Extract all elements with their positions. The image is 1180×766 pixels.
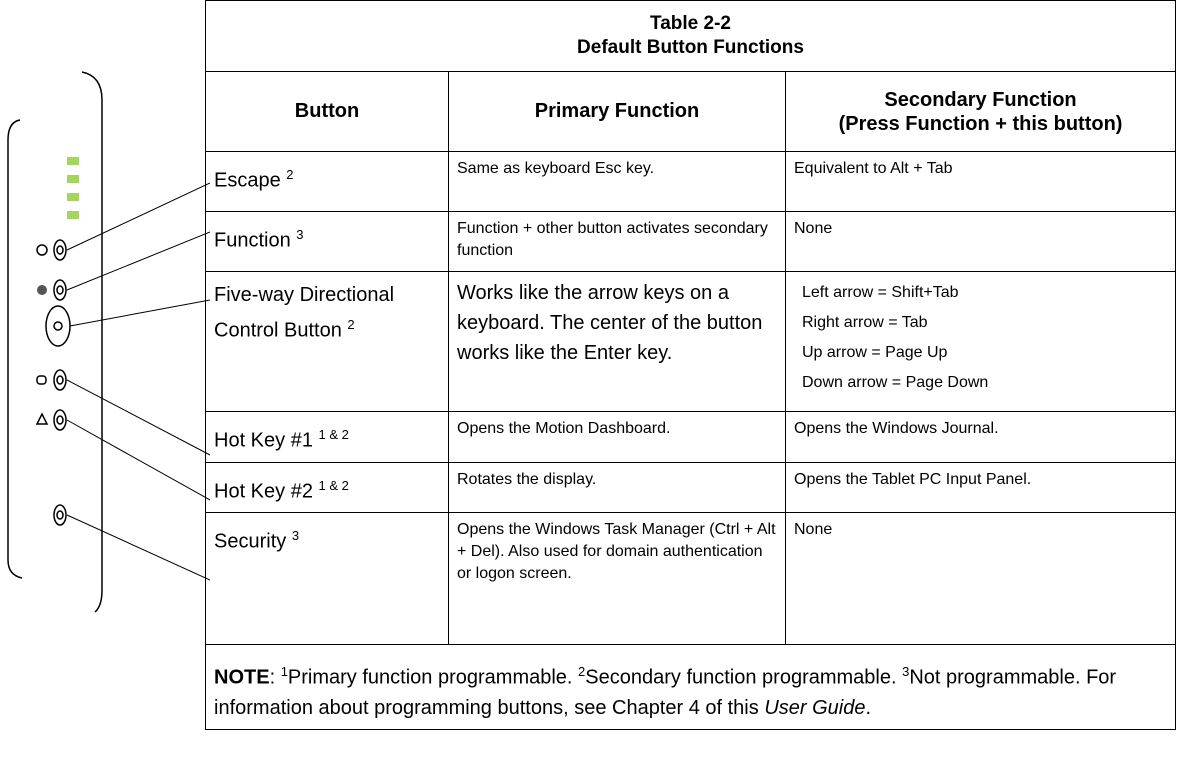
header: Primary Function — [448, 71, 786, 152]
footnote-ref: 1 & 2 — [318, 427, 349, 442]
title: Table 2-2 — [650, 13, 731, 34]
secondary-line: Equivalent to Alt + Tab — [794, 160, 953, 177]
note-text: . — [865, 696, 872, 719]
table-title: Table 2-2 Default Button Functions — [204, 0, 1177, 72]
footnote-ref: 2 — [347, 317, 355, 332]
note-text: Secondary function programmable. — [585, 666, 903, 689]
button-name: Escape — [214, 169, 281, 192]
note: NOTE: 1Primary function programmable. 2S… — [204, 644, 1177, 730]
note-text: Primary function programmable. — [287, 666, 579, 689]
subtitle: Default Button Functions — [577, 37, 804, 58]
secondary-cell: Opens the Windows Journal. — [784, 411, 1177, 463]
primary-cell: Rotates the display. — [448, 461, 786, 514]
button-cell: Hot Key #1 1 & 2 — [205, 411, 449, 463]
header-text: (Press Function + this button) — [838, 112, 1123, 135]
device-diagram — [7, 71, 210, 613]
row: Hot Key #2 1 & 2 Rotates the display. Open… — [205, 461, 1177, 514]
header: Button — [205, 71, 449, 152]
row: Function 3 Function + other button activa… — [205, 211, 1177, 272]
footnote-ref: 3 — [296, 227, 304, 242]
header-text: Secondary Function — [884, 88, 1077, 111]
row: Five-way Directional Control Button 2 Wor… — [205, 271, 1177, 412]
button-name: Hot Key #2 — [214, 480, 313, 503]
button-cell: Hot Key #2 1 & 2 — [205, 461, 449, 514]
leader-lines — [66, 182, 210, 581]
primary-cell: Opens the Windows Task Manager (Ctrl + A… — [448, 512, 786, 646]
secondary-line: Down arrow = Page Down — [802, 374, 989, 391]
note-text: NOTE — [214, 666, 270, 689]
secondary-line: Opens the Tablet PC Input Panel. — [794, 470, 1032, 488]
secondary-line: Opens the Windows Journal. — [794, 420, 999, 437]
button-cell: Five-way Directional Control Button 2 — [205, 271, 449, 412]
secondary-cell: None — [784, 512, 1177, 646]
note-text: Not programmable. For information about … — [214, 666, 1117, 719]
status-lights — [67, 157, 79, 219]
secondary-line: Up arrow = Page Up — [802, 344, 948, 361]
button-cell: Escape 2 — [205, 151, 449, 212]
secondary-line: None — [794, 521, 833, 539]
button-name: Function — [214, 229, 291, 252]
primary-cell: Same as keyboard Esc key. — [448, 151, 786, 212]
header: Secondary Function (Press Function + this… — [784, 71, 1177, 152]
secondary-cell: Left arrow = Shift+Tab Right arrow = Tab U… — [784, 271, 1177, 412]
footnote-ref: 3 — [291, 528, 300, 544]
note-text: : — [269, 666, 281, 689]
button-cell: Security 3 — [205, 512, 449, 646]
buttons — [35, 239, 71, 526]
footnote-ref: 2 — [286, 167, 294, 182]
secondary-cell: None — [784, 211, 1177, 272]
row: Escape 2 Same as keyboard Esc key. Equival… — [205, 151, 1177, 212]
secondary-cell: Equivalent to Alt + Tab — [784, 151, 1177, 212]
secondary-line: Left arrow = Shift+Tab — [802, 284, 959, 301]
row: Security 3 Opens the Windows Task Manager… — [205, 512, 1177, 646]
button-name: Security — [214, 530, 287, 553]
primary-cell: Function + other button activates second… — [448, 211, 786, 272]
note-text: 2 — [578, 664, 586, 680]
secondary-line: Right arrow = Tab — [802, 314, 928, 331]
footnote-ref: 1 & 2 — [318, 477, 349, 493]
bracket — [7, 119, 23, 579]
secondary-line: None — [794, 220, 833, 237]
primary-cell: Opens the Motion Dashboard. — [448, 411, 786, 463]
note-text: 3 — [902, 664, 910, 680]
primary-cell: Works like the arrow keys on a keyboard.… — [448, 271, 786, 412]
button-name: Hot Key #1 — [214, 429, 313, 452]
button-cell: Function 3 — [205, 211, 449, 272]
bracket — [81, 71, 103, 613]
row: Hot Key #1 1 & 2 Opens the Motion Dashboa… — [205, 411, 1177, 463]
secondary-cell: Opens the Tablet PC Input Panel. — [784, 461, 1177, 514]
note-text: User Guide — [764, 696, 866, 719]
note-text: 1 — [280, 664, 288, 680]
button-name: Five-way Directional Control Button — [214, 284, 395, 342]
button-table: Table 2-2 Default Button Functions Button… — [204, 0, 1177, 730]
